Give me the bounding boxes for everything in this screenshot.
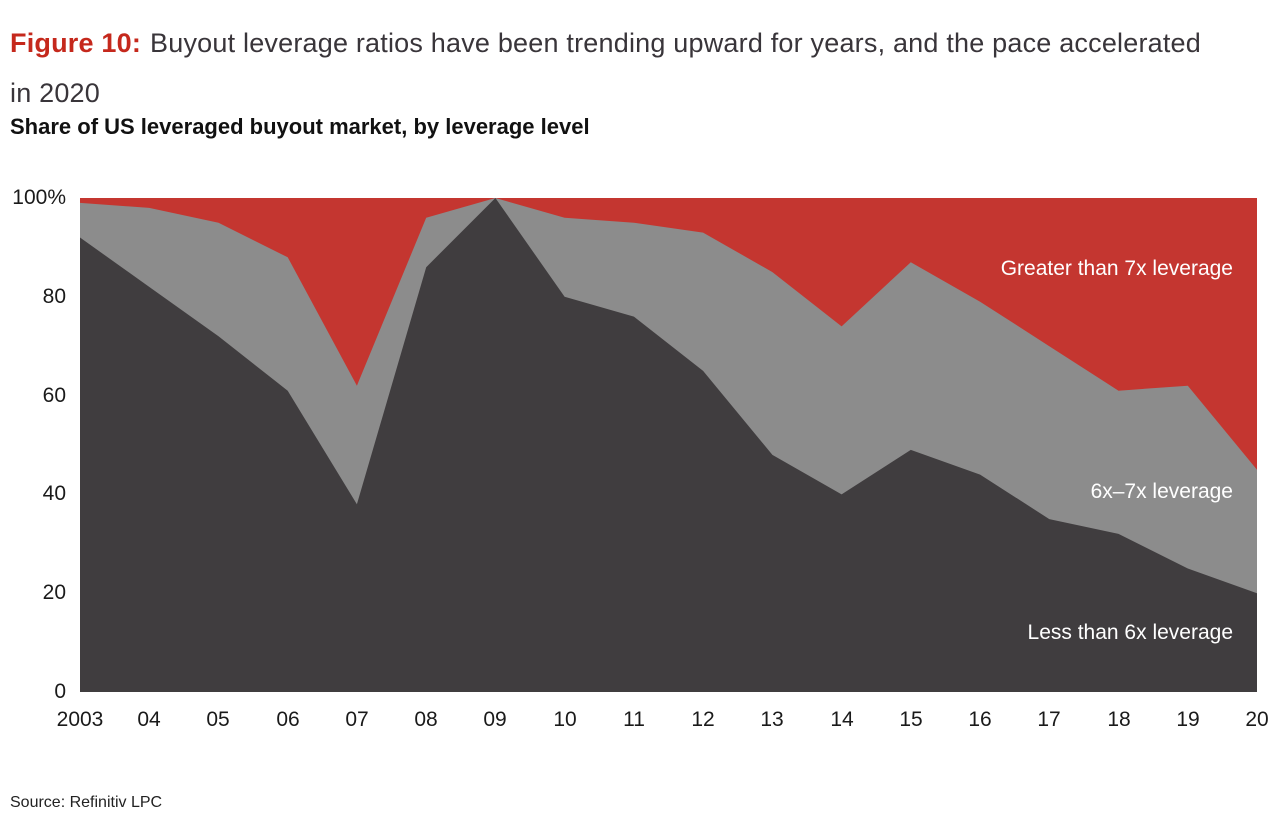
series-label-greater-than-7x: Greater than 7x leverage	[1000, 257, 1233, 280]
series-label-less-than-6x: Less than 6x leverage	[1027, 621, 1233, 644]
x-axis-label-04: 04	[137, 708, 161, 731]
figure-title: Figure 10: Buyout leverage ratios have be…	[10, 18, 1274, 118]
x-axis-label-14: 14	[830, 708, 854, 731]
figure-number-label: Figure 10:	[10, 28, 142, 58]
y-axis-label-60: 60	[42, 384, 66, 407]
y-axis-label-80: 80	[42, 285, 66, 308]
x-axis-label-13: 13	[760, 708, 784, 731]
x-axis-label-18: 18	[1107, 708, 1131, 731]
y-axis-label-0: 0	[54, 680, 66, 703]
y-axis-label-100: 100%	[12, 186, 66, 209]
area-less-than-6x	[80, 198, 1257, 692]
x-axis-label-09: 09	[483, 708, 507, 731]
x-axis-label-11: 11	[623, 708, 645, 731]
x-axis: 2003 04 05 06 07 08 09 10 11 12 13 14 15 16 17 18 19 20	[57, 708, 1269, 734]
x-axis-label-19: 19	[1176, 708, 1200, 731]
source-note: Source: Refinitiv LPC	[10, 794, 163, 811]
series-label-6x-7x: 6x–7x leverage	[1090, 480, 1233, 503]
y-axis-label-40: 40	[42, 482, 66, 505]
stacked-area-chart: Greater than 7x leverage 6x–7x leverage …	[80, 198, 1257, 692]
chart-canvas	[80, 198, 1257, 692]
x-axis-label-12: 12	[691, 708, 715, 731]
y-axis-label-20: 20	[42, 581, 66, 604]
y-axis: 100% 80 60 40 20 0	[0, 186, 66, 703]
x-axis-label-15: 15	[899, 708, 923, 731]
x-axis-label-17: 17	[1037, 708, 1061, 731]
x-axis-label-2003: 2003	[56, 708, 104, 731]
x-axis-label-07: 07	[345, 708, 369, 731]
x-axis-label-05: 05	[206, 708, 230, 731]
x-axis-label-08: 08	[414, 708, 438, 731]
x-axis-label-10: 10	[553, 708, 577, 731]
chart-subtitle: Share of US leveraged buyout market, by …	[10, 114, 590, 139]
x-axis-label-06: 06	[276, 708, 300, 731]
x-axis-label-16: 16	[968, 708, 992, 731]
figure-title-line1: Buyout leverage ratios have been trendin…	[150, 28, 1201, 58]
figure-title-line2: in 2020	[10, 78, 100, 108]
x-axis-label-20: 20	[1245, 708, 1269, 731]
